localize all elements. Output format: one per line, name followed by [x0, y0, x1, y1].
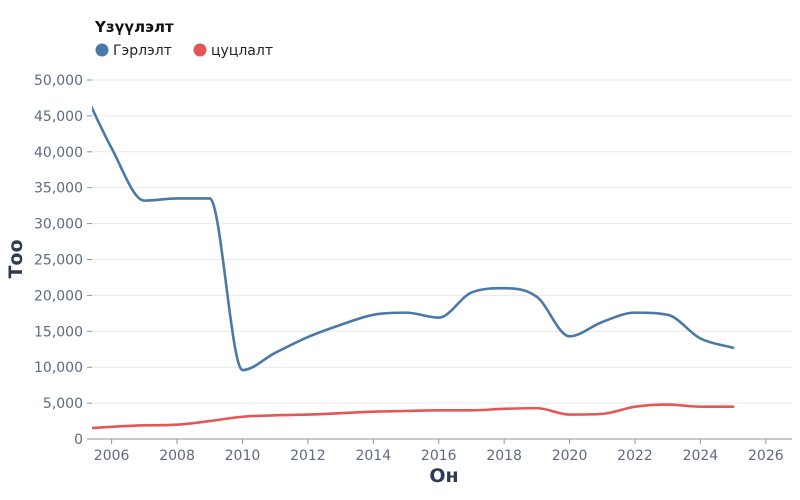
x-tick-label: 2018 — [486, 448, 522, 464]
x-tick-label: 2014 — [355, 448, 391, 464]
y-tick-label: 20,000 — [34, 288, 83, 304]
series-line-0 — [92, 104, 735, 372]
series-lines — [92, 104, 735, 430]
y-tick-label: 35,000 — [34, 181, 83, 197]
y-tick-label: 15,000 — [34, 324, 83, 340]
x-tick-label: 2026 — [748, 448, 784, 464]
legend-label-series-0: Гэрлэлт — [113, 43, 172, 59]
y-tick-label: 50,000 — [34, 73, 83, 89]
y-tick-label: 5,000 — [43, 396, 83, 412]
legend-label-series-1: цуцлалт — [211, 43, 273, 59]
y-tick-label: 45,000 — [34, 109, 83, 125]
legend-title: Үзүүлэлт — [94, 18, 174, 36]
legend: Үзүүлэлт Гэрлэлт цуцлалт — [94, 18, 273, 59]
x-tick-label: 2006 — [94, 448, 130, 464]
y-tick-label: 25,000 — [34, 253, 83, 269]
y-tick-label: 10,000 — [34, 360, 83, 376]
x-tick-label: 2024 — [683, 448, 719, 464]
x-tick-label: 2020 — [552, 448, 588, 464]
x-tick-label: 2008 — [159, 448, 195, 464]
legend-marker-series-0 — [95, 43, 109, 57]
y-tick-label: 30,000 — [34, 217, 83, 233]
y-tick-label: 0 — [74, 432, 83, 448]
x-axis-title: Он — [429, 465, 458, 487]
x-tick-label: 2016 — [421, 448, 457, 464]
y-tick-label: 40,000 — [34, 145, 83, 161]
x-tick-label: 2022 — [617, 448, 653, 464]
legend-marker-series-1 — [193, 43, 207, 57]
x-tick-label: 2010 — [225, 448, 261, 464]
x-axis-ticks: 2006 2008 2010 2012 2014 2016 2018 2020 2022 2024… — [94, 439, 784, 464]
y-axis-ticks: 0 5,000 10,000 15,000 20,000 25,000 30,000 35,0… — [34, 73, 92, 448]
grid — [92, 79, 792, 404]
series-line-1 — [92, 403, 735, 430]
x-tick-label: 2012 — [290, 448, 326, 464]
y-axis-title: Тоо — [5, 239, 27, 278]
